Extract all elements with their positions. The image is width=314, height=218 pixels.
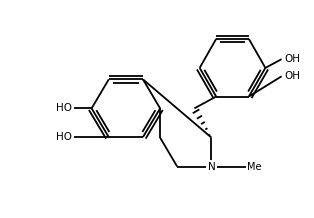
Text: OH: OH (284, 71, 300, 81)
Text: HO: HO (56, 132, 72, 142)
Text: OH: OH (284, 54, 300, 64)
Text: N: N (208, 162, 215, 172)
Text: HO: HO (56, 103, 72, 113)
Text: Me: Me (247, 162, 262, 172)
